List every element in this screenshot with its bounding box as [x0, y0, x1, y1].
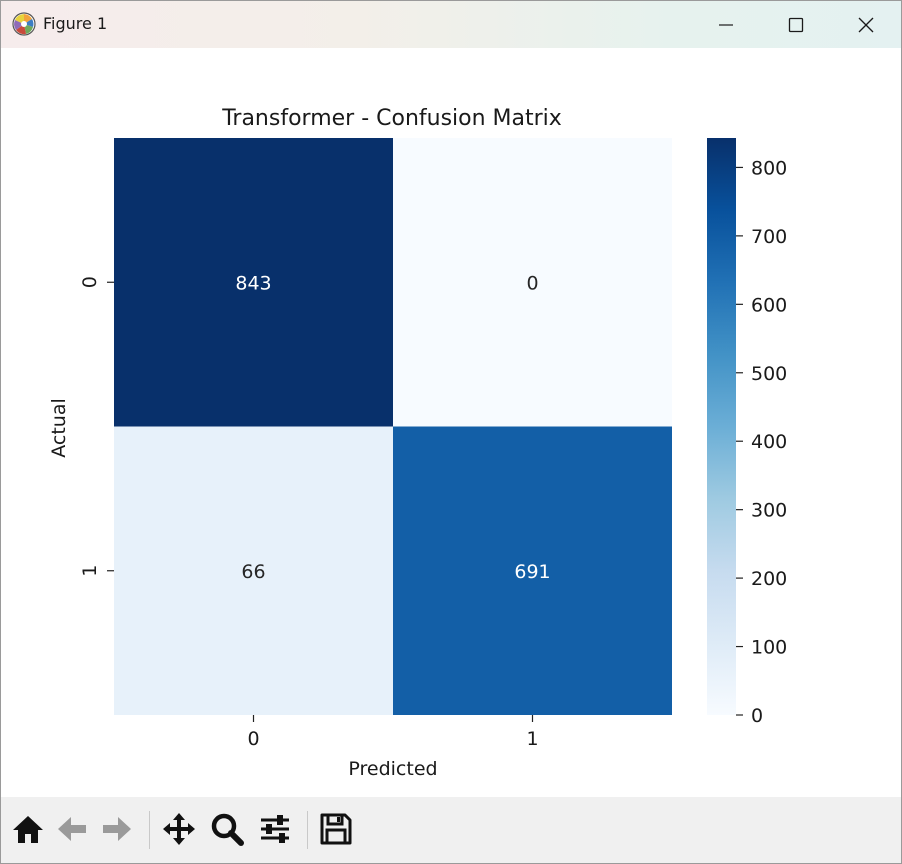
pan-button[interactable]: [157, 807, 201, 851]
y-axis-label: Actual: [48, 398, 70, 458]
colorbar-tick-label: 0: [751, 705, 763, 727]
colorbar-tick-label: 700: [751, 226, 787, 248]
save-button[interactable]: [314, 807, 358, 851]
x-tick-label: 1: [526, 728, 538, 750]
colorbar-tick-label: 200: [751, 568, 787, 590]
window-title: Figure 1: [43, 14, 108, 33]
cell-value-label: 843: [235, 272, 271, 294]
cell-value-label: 691: [514, 561, 550, 583]
confusion-matrix-chart: Transformer - Confusion Matrix 843 0 66 691…: [48, 106, 787, 780]
zoom-icon: [211, 813, 244, 846]
navigation-toolbar: [1, 797, 901, 863]
heatmap-cell: [393, 426, 672, 715]
heatmap-cell: [114, 138, 393, 427]
figure-canvas[interactable]: Transformer - Confusion Matrix 843 0 66 691…: [1, 48, 901, 797]
configure-subplots-button[interactable]: [253, 807, 297, 851]
matplotlib-logo-icon: [12, 12, 36, 36]
zoom-button[interactable]: [205, 807, 249, 851]
toolbar-separator: [149, 811, 150, 849]
title-bar[interactable]: Figure 1: [1, 1, 901, 48]
x-tick-label: 0: [247, 728, 259, 750]
colorbar-tick-label: 800: [751, 157, 787, 179]
minimize-button[interactable]: [691, 1, 761, 48]
colorbar-tick-label: 400: [751, 431, 787, 453]
forward-button[interactable]: [95, 807, 139, 851]
cell-value-label: 66: [241, 561, 265, 583]
back-button[interactable]: [50, 807, 94, 851]
home-button[interactable]: [6, 807, 50, 851]
y-tick-label: 1: [79, 565, 101, 577]
maximize-button[interactable]: [761, 1, 831, 48]
close-button[interactable]: [831, 1, 901, 48]
x-axis-label: Predicted: [348, 758, 437, 780]
toolbar-separator: [307, 811, 308, 849]
heatmap-cell: [114, 426, 393, 715]
chart-title: Transformer - Confusion Matrix: [221, 106, 562, 131]
forward-arrow-icon: [103, 817, 131, 841]
back-arrow-icon: [58, 817, 86, 841]
maximize-icon: [788, 17, 804, 32]
pan-icon: [163, 813, 195, 845]
colorbar-tick-label: 300: [751, 500, 787, 522]
cell-value-label: 0: [526, 272, 538, 294]
y-tick-label: 0: [79, 276, 101, 288]
minimize-icon: [719, 23, 733, 26]
close-icon: [858, 17, 874, 32]
heatmap-cell: [393, 138, 672, 427]
colorbar: [707, 138, 736, 715]
colorbar-tick-label: 100: [751, 637, 787, 659]
colorbar-tick-label: 500: [751, 363, 787, 385]
save-icon: [320, 813, 352, 845]
subplots-config-icon: [261, 815, 289, 843]
home-icon: [13, 816, 43, 843]
colorbar-tick-label: 600: [751, 294, 787, 316]
